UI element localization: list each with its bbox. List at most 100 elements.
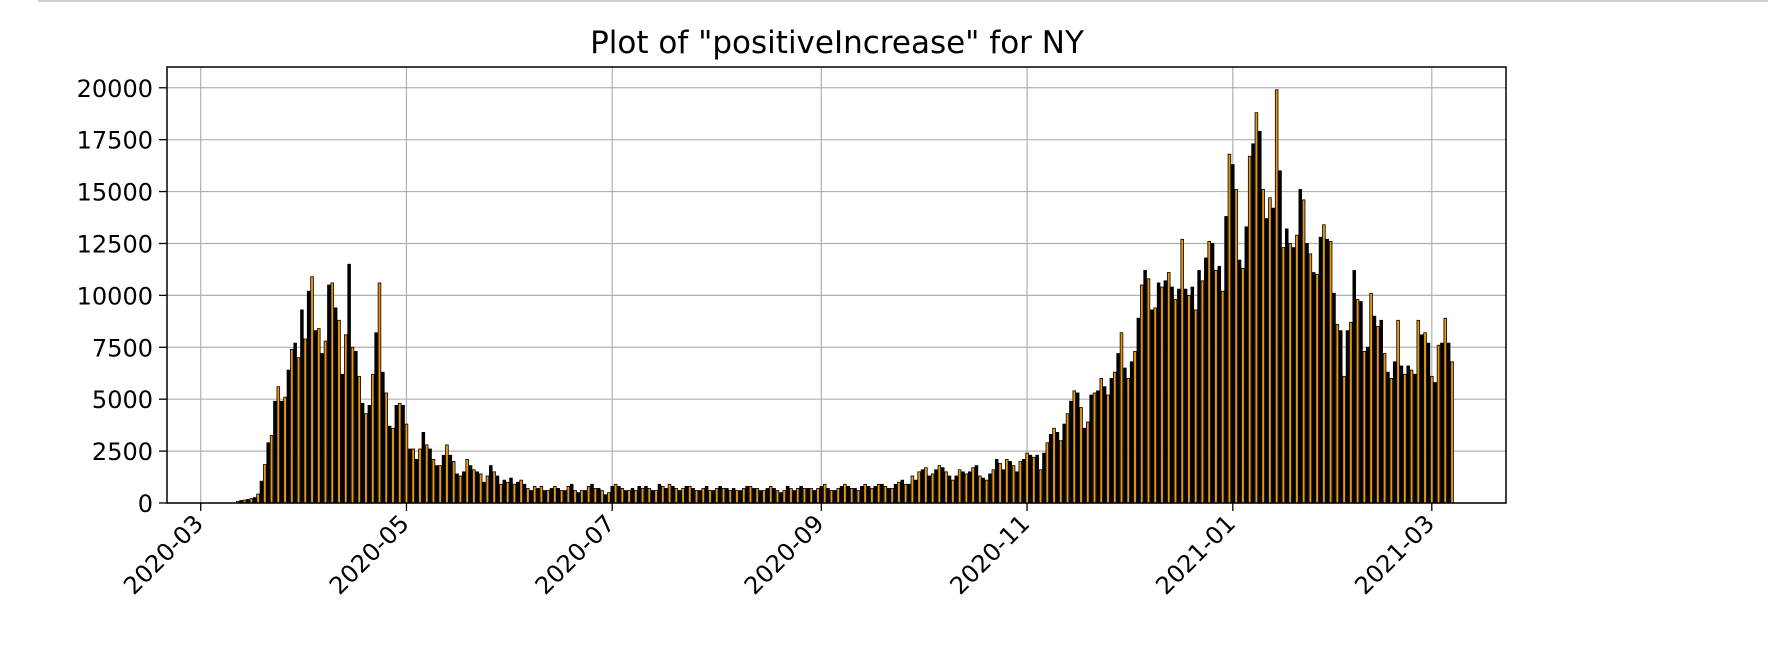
bar [1217,265,1222,504]
bar [1365,346,1370,504]
bar [384,392,388,504]
bar [313,330,318,504]
bar [826,488,830,504]
bar [306,290,311,504]
y-axis: 0 2500 5000 7500 10000 12500 15000 17500 20000 [77,75,167,518]
bar [627,490,631,504]
bar [1355,299,1360,504]
x-tick-label: 2020-05 [324,509,415,600]
bar [971,467,975,504]
bar [1214,270,1218,504]
bar [489,465,493,504]
bar [394,405,399,504]
bar [1008,461,1012,504]
x-tick-label: 2020-09 [739,509,830,600]
bar [1018,461,1023,504]
bar [1116,353,1120,504]
bar [252,497,257,504]
bar [1318,236,1323,504]
bar [647,488,652,504]
bar [839,485,844,504]
bar [1241,267,1245,504]
bar [296,357,301,504]
bar [1079,407,1083,504]
bar [1055,432,1060,504]
bar [522,483,527,504]
bar [516,481,520,504]
bar [1399,365,1404,504]
bar [492,471,496,504]
bar [1416,319,1421,504]
bar [263,464,267,504]
bar [411,448,415,504]
bar [1382,353,1387,504]
bar [1183,288,1188,504]
bar [816,488,820,504]
bar [364,413,368,504]
bar [354,351,358,504]
bar [1450,361,1454,504]
bar [1322,224,1326,504]
plot-frame [166,66,1507,504]
bar [1065,413,1070,504]
x-tick-label: 2020-11 [945,509,1036,600]
bars [236,89,1454,504]
bar [1072,390,1077,504]
bar [1308,253,1313,504]
bar [1109,378,1114,504]
bar [887,488,891,504]
bar [1129,361,1134,504]
bar [431,458,436,504]
bar [1133,351,1137,504]
bar [613,483,618,504]
bar [424,444,429,504]
bar [738,490,743,504]
bar [1281,247,1286,504]
bar [1200,280,1205,504]
bar [1328,240,1333,504]
bar [1392,361,1397,504]
bar [387,425,392,504]
bar [833,490,837,504]
x-tick-label: 2020-03 [118,509,209,600]
bar [674,488,679,504]
chart-title: Plot of "positiveIncrease" for NY [590,25,1084,61]
bar [688,485,692,504]
bar [745,485,749,504]
bar [1028,454,1033,504]
bar [755,488,759,504]
bar [256,493,260,504]
y-tick-label: 10000 [77,282,153,310]
bar [694,490,699,504]
bar [519,479,523,504]
bar [1187,294,1191,504]
bar [715,488,719,504]
bar [563,490,567,504]
bar [1021,458,1026,504]
bar [367,405,372,504]
bar [526,488,530,504]
bar [873,485,878,504]
bar [1234,189,1238,504]
bar [377,282,382,504]
bar [812,490,817,504]
bar [401,405,405,504]
bar [374,332,378,504]
bar [742,488,746,504]
bar [735,490,739,504]
bar [1247,155,1252,504]
bar [1254,112,1259,504]
bar [1261,189,1265,504]
bar [802,488,807,504]
bar [317,328,321,504]
bar [876,483,881,504]
bar [704,485,709,504]
bar [650,490,655,504]
bar [276,386,281,504]
bar [553,485,557,504]
bar [1315,274,1319,504]
bar [792,490,797,504]
bar [1386,371,1390,504]
bar [303,338,308,504]
bar [1204,257,1208,504]
